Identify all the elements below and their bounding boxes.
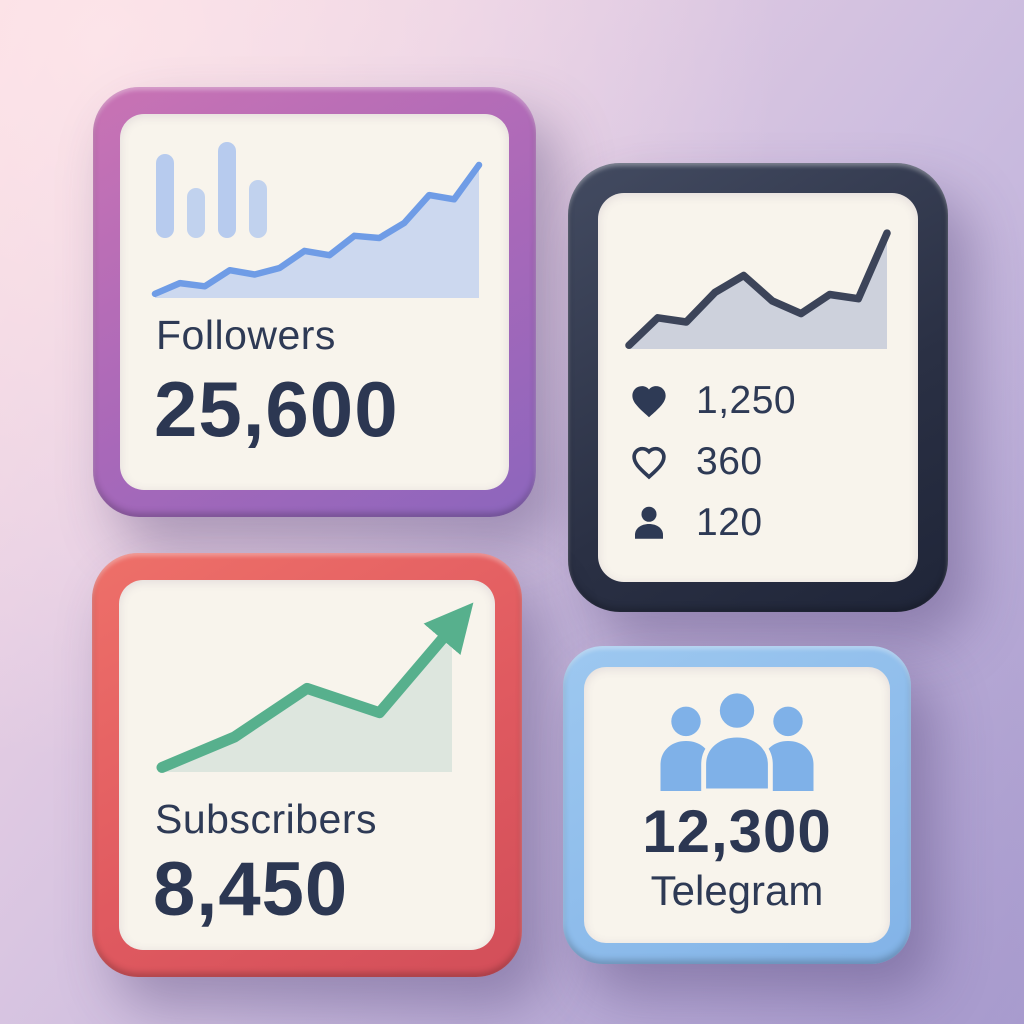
subscribers-card-body: Subscribers 8,450 bbox=[119, 580, 495, 950]
telegram-card: 12,300 Telegram bbox=[563, 646, 911, 964]
new-followers-count: 120 bbox=[696, 501, 763, 544]
followers-value: 25,600 bbox=[154, 365, 399, 453]
subscribers-label: Subscribers bbox=[155, 796, 377, 842]
followers-trend-line bbox=[151, 161, 483, 298]
telegram-card-body: 12,300 Telegram bbox=[584, 667, 890, 943]
subscribers-card: Subscribers 8,450 bbox=[92, 553, 522, 977]
followers-label: Followers bbox=[156, 312, 336, 358]
followers-card-body: Followers 25,600 bbox=[120, 114, 509, 490]
favorites-stat-row: 360 bbox=[628, 440, 796, 484]
followers-card: Followers 25,600 bbox=[93, 87, 536, 517]
new-followers-stat-row: 120 bbox=[628, 501, 796, 545]
engagement-stats-list: 1,250 360 120 bbox=[628, 379, 796, 545]
heart-outline-icon bbox=[632, 446, 666, 480]
telegram-label: Telegram bbox=[650, 867, 824, 914]
likes-stat-row: 1,250 bbox=[628, 379, 796, 423]
subscribers-trend-sparkline bbox=[156, 602, 474, 773]
telegram-members-value: 12,300 bbox=[642, 798, 832, 865]
subscribers-trend-line bbox=[156, 602, 474, 773]
favorites-count: 360 bbox=[696, 440, 763, 483]
bar-chart-icon bbox=[156, 142, 267, 238]
engagement-trend-sparkline bbox=[625, 229, 891, 350]
people-group-icon bbox=[660, 689, 814, 791]
person-icon bbox=[635, 506, 663, 539]
heart-filled-icon bbox=[632, 386, 666, 418]
subscribers-trend-area bbox=[162, 627, 452, 772]
engagement-card-body: 1,250 360 120 bbox=[598, 193, 918, 582]
subscribers-value: 8,450 bbox=[153, 847, 349, 932]
engagement-trend-line bbox=[625, 229, 891, 350]
engagement-card: 1,250 360 120 bbox=[568, 163, 948, 612]
followers-trend-area bbox=[155, 165, 479, 298]
likes-count: 1,250 bbox=[696, 379, 797, 422]
followers-trend-sparkline bbox=[151, 161, 483, 298]
